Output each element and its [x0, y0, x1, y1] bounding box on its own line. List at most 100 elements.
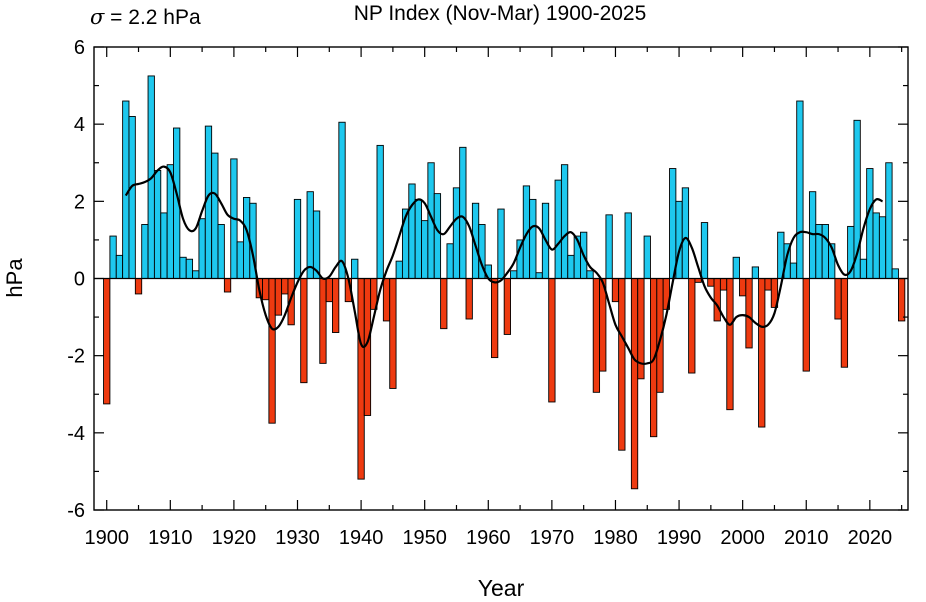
bar-1954 — [446, 243, 454, 279]
bar-1961 — [491, 278, 499, 359]
bar-1937 — [338, 121, 346, 279]
bar-1999 — [732, 256, 740, 279]
bar-2021 — [872, 212, 880, 279]
bar-1981 — [618, 278, 626, 451]
bar-2001 — [745, 278, 753, 349]
chart-title: NP Index (Nov-Mar) 1900-2025 — [354, 2, 647, 25]
bar-1948 — [408, 183, 416, 279]
bar-1914 — [192, 270, 200, 279]
bar-1979 — [605, 214, 613, 279]
bar-1950 — [421, 220, 429, 279]
sigma-annotation: σ = 2.2 hPa — [90, 5, 201, 29]
bar-1956 — [459, 146, 467, 279]
bar-1917 — [211, 152, 219, 279]
x-tick-label: 1970 — [530, 527, 575, 549]
x-axis: 1900 1910 1920 1930 1940 1950 1960 1970 1980 1990… — [84, 47, 903, 549]
bar-1939 — [351, 258, 359, 279]
bar-1953 — [440, 278, 448, 330]
bar-2016 — [840, 278, 849, 368]
x-tick-label: 2020 — [848, 527, 893, 549]
bar-1918 — [217, 224, 225, 279]
bar-2022 — [878, 216, 887, 279]
sigma-value: = 2.2 hPa — [104, 6, 201, 29]
bar-2019 — [859, 258, 868, 279]
x-tick-label: 1950 — [402, 527, 447, 549]
bar-1909 — [160, 212, 168, 279]
bar-1985 — [643, 235, 651, 279]
y-axis-label: hPa — [2, 258, 27, 298]
y-tick-label: 0 — [74, 269, 85, 291]
bar-1930 — [293, 198, 302, 279]
bar-1955 — [452, 187, 461, 279]
bar-1995 — [707, 278, 715, 287]
bar-2004 — [764, 278, 772, 291]
bar-1936 — [332, 278, 340, 333]
bar-1991 — [681, 187, 690, 279]
bar-1977 — [592, 278, 601, 393]
bar-1901 — [109, 235, 117, 279]
bar-2003 — [758, 278, 766, 428]
bar-1919 — [223, 278, 232, 293]
sigma-symbol: σ — [90, 5, 105, 29]
bar-1915 — [198, 218, 206, 279]
x-tick-label: 2010 — [784, 527, 829, 549]
bar-1963 — [503, 278, 511, 335]
bar-1931 — [300, 278, 308, 384]
bar-2010 — [802, 278, 810, 372]
bar-1921 — [236, 241, 244, 279]
bar-1928 — [281, 278, 289, 295]
x-tick-label: 1900 — [84, 527, 129, 549]
bar-2023 — [885, 162, 893, 279]
bar-2000 — [739, 278, 747, 297]
bar-1934 — [319, 278, 327, 364]
x-tick-label: 1910 — [148, 527, 193, 549]
y-tick-label: 2 — [74, 191, 85, 213]
bar-1932 — [306, 191, 314, 279]
bar-1943 — [376, 144, 384, 279]
bar-1905 — [134, 278, 143, 295]
bar-1927 — [274, 278, 283, 316]
bar-2020 — [866, 168, 874, 279]
bar-1945 — [389, 278, 397, 389]
bar-1980 — [611, 278, 620, 303]
x-tick-label: 1980 — [593, 527, 638, 549]
x-tick-label: 2000 — [720, 527, 765, 549]
bar-1957 — [465, 278, 473, 320]
bar-1992 — [688, 278, 696, 374]
bar-1983 — [630, 278, 639, 490]
x-tick-label: 1930 — [275, 527, 320, 549]
bar-1973 — [567, 254, 575, 279]
bar-1971 — [554, 179, 562, 279]
bar-1994 — [700, 222, 709, 279]
y-tick-label: -6 — [67, 500, 85, 522]
y-tick-label: -4 — [67, 423, 85, 445]
bar-1906 — [141, 224, 149, 279]
bar-1989 — [669, 168, 677, 279]
bar-1908 — [153, 170, 162, 279]
bar-1940 — [357, 278, 365, 480]
bar-1990 — [675, 200, 683, 279]
bar-1964 — [510, 270, 518, 279]
bar-2008 — [789, 262, 798, 279]
smoothed-line — [124, 165, 884, 365]
y-tick-label: -2 — [67, 346, 85, 368]
x-tick-label: 1990 — [657, 527, 702, 549]
bar-2012 — [815, 224, 823, 279]
bar-1904 — [128, 115, 136, 279]
y-tick-label: 6 — [74, 37, 85, 59]
x-axis-label: Year — [478, 575, 525, 601]
bar-1926 — [268, 278, 276, 424]
bar-1912 — [179, 256, 187, 279]
bar-2024 — [891, 268, 899, 279]
bar-1900 — [103, 278, 111, 405]
bar-1944 — [382, 278, 391, 322]
bar-1946 — [395, 260, 403, 279]
y-tick-label: 4 — [74, 114, 85, 136]
bar-2015 — [834, 278, 842, 320]
bar-1935 — [325, 278, 333, 303]
bar-1996 — [713, 278, 721, 322]
bar-2009 — [796, 100, 804, 279]
bar-1949 — [414, 198, 422, 279]
